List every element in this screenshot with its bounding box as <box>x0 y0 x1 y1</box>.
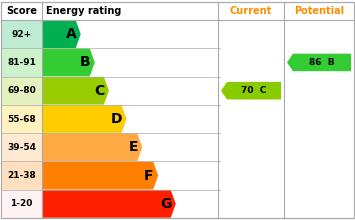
Text: A: A <box>65 27 76 41</box>
Text: 55-68: 55-68 <box>7 114 36 123</box>
Text: 69-80: 69-80 <box>7 86 36 95</box>
Text: 92+: 92+ <box>11 30 32 39</box>
Polygon shape <box>42 20 81 48</box>
Text: 21-38: 21-38 <box>7 171 36 180</box>
Polygon shape <box>287 54 351 71</box>
Text: E: E <box>128 140 138 154</box>
Text: 39-54: 39-54 <box>7 143 36 152</box>
Text: Current: Current <box>230 6 272 16</box>
Polygon shape <box>42 133 142 161</box>
Text: B: B <box>80 55 90 70</box>
Polygon shape <box>42 77 109 104</box>
Text: 81-91: 81-91 <box>7 58 36 67</box>
Bar <box>1 190 42 218</box>
Text: C: C <box>94 84 104 98</box>
Bar <box>1 48 42 77</box>
Text: 86  B: 86 B <box>309 58 335 67</box>
Text: 1-20: 1-20 <box>10 199 33 208</box>
Bar <box>1 77 42 105</box>
Polygon shape <box>42 49 95 76</box>
Bar <box>1 20 42 48</box>
Polygon shape <box>42 105 126 133</box>
Polygon shape <box>42 162 158 189</box>
Polygon shape <box>221 82 281 99</box>
Bar <box>1 2 354 20</box>
Text: Energy rating: Energy rating <box>46 6 121 16</box>
Text: 70  C: 70 C <box>241 86 267 95</box>
Text: D: D <box>110 112 122 126</box>
Bar <box>1 161 42 190</box>
Text: G: G <box>160 197 171 211</box>
Text: Score: Score <box>6 6 37 16</box>
Bar <box>1 133 42 161</box>
Text: Potential: Potential <box>294 6 344 16</box>
Polygon shape <box>42 190 176 218</box>
Text: F: F <box>144 169 154 183</box>
Bar <box>1 105 42 133</box>
